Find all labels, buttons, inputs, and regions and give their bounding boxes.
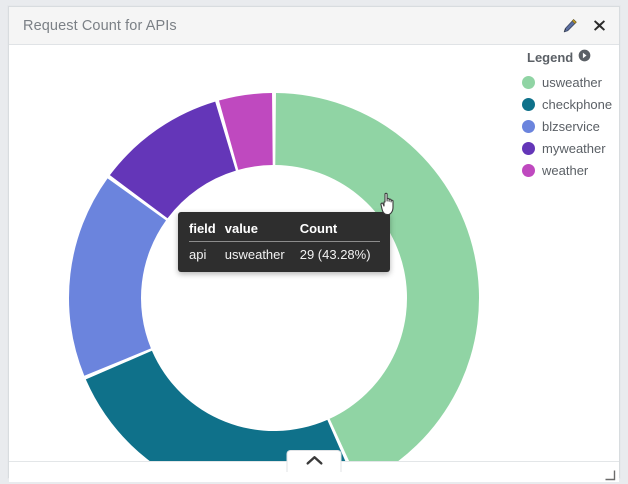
legend-title: Legend <box>527 49 574 65</box>
resize-grip-icon[interactable] <box>604 468 616 481</box>
legend-item-myweather[interactable]: myweather <box>521 137 615 159</box>
chevron-up-icon <box>305 453 323 471</box>
dashboard-panel: Request Count for APIs <box>8 6 620 482</box>
legend-item-blzservice[interactable]: blzservice <box>521 115 615 137</box>
tooltip-header-count: Count <box>293 221 380 242</box>
panel-footer <box>9 450 619 482</box>
donut-slice-blzservice[interactable] <box>68 178 167 376</box>
donut-slice-weather[interactable] <box>218 93 273 170</box>
tooltip-table: field value Count api usweather 29 (43.2… <box>189 221 380 262</box>
legend-item-checkphone[interactable]: checkphone <box>521 93 615 115</box>
tooltip-data-row: api usweather 29 (43.28%) <box>189 242 380 262</box>
legend-swatch-icon <box>522 141 535 155</box>
donut-slice-myweather[interactable] <box>109 101 236 219</box>
legend-items[interactable]: usweather checkphone blzservice myweather we… <box>521 71 615 181</box>
panel-header: Request Count for APIs <box>9 7 619 45</box>
tooltip-cell-count: 29 (43.28%) <box>299 247 371 262</box>
tooltip-header-field: field <box>189 221 225 242</box>
legend-item-label: myweather <box>542 140 606 156</box>
collapse-toggle-button[interactable] <box>286 450 342 472</box>
legend-swatch-icon <box>522 119 535 133</box>
tooltip-cell-field: api <box>189 247 207 262</box>
legend-item-label: checkphone <box>542 96 613 112</box>
legend-item-weather[interactable]: weather <box>521 159 615 181</box>
tooltip-header-value: value <box>224 221 294 242</box>
donut-slice-checkphone[interactable] <box>85 350 356 461</box>
legend-swatch-icon <box>522 75 535 89</box>
close-icon[interactable] <box>591 17 608 34</box>
tooltip-cell-value: usweather <box>224 247 285 262</box>
legend-swatch-icon <box>522 163 535 177</box>
legend-item-label: blzservice <box>542 118 600 134</box>
legend-header[interactable]: Legend <box>521 49 615 65</box>
chart-tooltip: field value Count api usweather 29 (43.2… <box>178 212 390 272</box>
legend-item-label: weather <box>542 162 589 178</box>
donut-slice-usweather[interactable] <box>275 93 479 461</box>
panel-header-actions <box>561 7 608 44</box>
pencil-icon[interactable] <box>561 17 578 34</box>
donut-chart-svg[interactable] <box>9 45 619 461</box>
donut-slices[interactable] <box>68 93 479 461</box>
legend-item-usweather[interactable]: usweather <box>521 71 615 93</box>
chart-area: Legend usweather checkphone blzservice mywe… <box>9 45 619 461</box>
circle-arrow-right-icon[interactable] <box>578 49 591 65</box>
page-title: Request Count for APIs <box>23 17 177 34</box>
legend: Legend usweather checkphone blzservice mywe… <box>519 49 615 181</box>
donut-chart[interactable]: Legend usweather checkphone blzservice mywe… <box>9 45 619 461</box>
tooltip-header-row: field value Count <box>189 221 380 242</box>
legend-item-label: usweather <box>542 74 602 90</box>
legend-swatch-icon <box>522 97 535 111</box>
